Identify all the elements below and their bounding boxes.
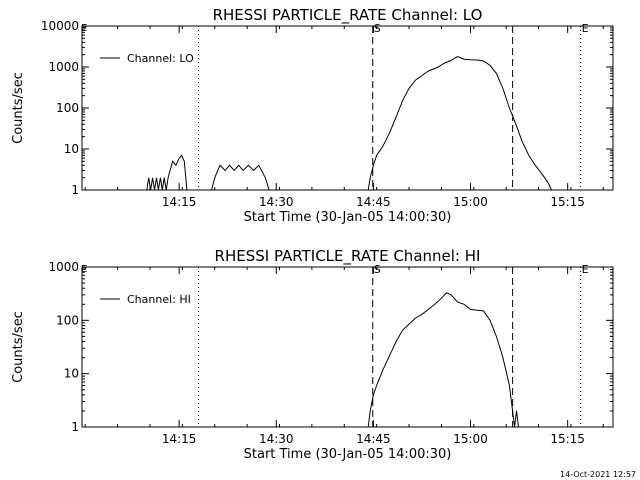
chart2-event-marker-label: S: [374, 263, 381, 276]
chart1-title: RHESSI PARTICLE_RATE Channel: LO: [213, 6, 483, 25]
chart2-y-tick-label: 10: [64, 367, 79, 381]
print-timestamp: 14-Oct-2021 12:57: [560, 470, 636, 479]
chart1-x-tick-label: 14:15: [162, 195, 197, 209]
chart1-y-tick-label: 100: [56, 101, 79, 115]
chart2-plot-frame: [81, 266, 614, 428]
chart2-y-tick-label: 100: [56, 313, 79, 327]
chart2-series-line: [367, 292, 519, 428]
chart1-corner-label: E: [81, 23, 87, 34]
chart2-x-axis-label: Start Time (30-Jan-05 14:00:30): [244, 447, 452, 462]
chart1-x-tick-label: 15:00: [453, 195, 488, 209]
chart2-x-tick-label: 15:15: [550, 432, 585, 446]
chart1-y-tick-label: 1: [71, 183, 79, 197]
chart2-corner-label: E: [81, 264, 87, 275]
chart1-x-tick-label: 14:45: [356, 195, 391, 209]
chart1-x-axis-label: Start Time (30-Jan-05 14:00:30): [244, 210, 452, 225]
chart1-x-tick-label: 15:15: [550, 195, 585, 209]
chart2-y-tick-label: 1: [71, 420, 79, 434]
chart1-y-axis-label: Counts/sec: [11, 72, 26, 144]
chart2-title: RHESSI PARTICLE_RATE Channel: HI: [215, 247, 481, 266]
chart1-y-tick-label: 10: [64, 142, 79, 156]
chart2-event-marker-label: E: [582, 263, 589, 276]
chart1-event-marker-label: S: [374, 22, 381, 35]
chart1-y-tick-label: 10000: [41, 19, 79, 33]
chart1-plot-frame: [81, 25, 614, 191]
chart1-y-tick-label: 1000: [48, 60, 79, 74]
chart2-y-axis-label: Counts/sec: [11, 311, 26, 383]
chart2-x-tick-label: 14:45: [356, 432, 391, 446]
chart2-x-tick-label: 15:00: [453, 432, 488, 446]
chart1-x-tick-label: 14:30: [259, 195, 294, 209]
chart2-x-tick-label: 14:30: [259, 432, 294, 446]
chart1-series-line: [146, 55, 552, 191]
chart1-legend-label: Channel: LO: [127, 52, 194, 65]
chart2-x-tick-label: 14:15: [162, 432, 197, 446]
chart2-y-tick-label: 1000: [48, 260, 79, 274]
chart2-legend-label: Channel: HI: [127, 293, 191, 306]
chart1-event-marker-label: E: [582, 22, 589, 35]
